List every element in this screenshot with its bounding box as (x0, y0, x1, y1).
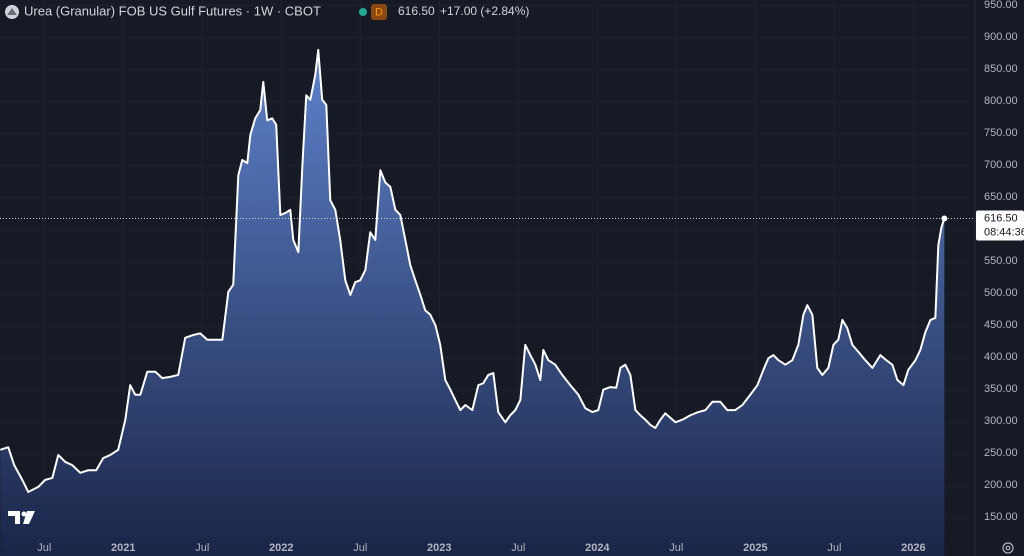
y-tick-label: 450.00 (984, 319, 1018, 331)
logo-part (23, 511, 35, 524)
countdown-label: 08:44:36 (984, 226, 1024, 238)
y-tick-label: 500.00 (984, 287, 1018, 299)
y-tick-label: 850.00 (984, 63, 1018, 75)
settings-ring (1002, 542, 1014, 554)
x-tick-label: Jul (37, 542, 51, 554)
x-tick-label: 2022 (269, 542, 293, 554)
x-tick-label: 2021 (111, 542, 135, 554)
badge-box (371, 4, 387, 20)
x-tick-label: Jul (827, 542, 841, 554)
y-tick-label: 900.00 (984, 31, 1018, 43)
y-tick-label: 650.00 (984, 191, 1018, 203)
y-tick-label: 300.00 (984, 415, 1018, 427)
badge: D (375, 6, 383, 18)
y-tick-label: 550.00 (984, 255, 1018, 267)
y-tick-label: 350.00 (984, 383, 1018, 395)
chart-title: Urea (Granular) FOB US Gulf Futures · 1W… (24, 3, 321, 18)
logo-part (21, 511, 27, 517)
y-tick-label: 700.00 (984, 159, 1018, 171)
x-tick-label: Jul (511, 542, 525, 554)
y-tick-label: 400.00 (984, 351, 1018, 363)
y-tick-label: 150.00 (984, 511, 1018, 523)
symbol-icon-shape (7, 8, 17, 15)
price: 616.50 (398, 4, 435, 18)
tv-logo (8, 511, 35, 524)
settings-core (1005, 545, 1011, 551)
x-tick-label: Jul (353, 542, 367, 554)
y-tick-label: 750.00 (984, 127, 1018, 139)
y-tick-label: 800.00 (984, 95, 1018, 107)
y-tick-label: 250.00 (984, 447, 1018, 459)
plot (0, 48, 975, 556)
price-tag-label: 616.50 (984, 212, 1018, 224)
x-tick-label: Jul (195, 542, 209, 554)
x-tick-label: 2026 (901, 542, 925, 554)
x-tick-label: Jul (669, 542, 683, 554)
area-fill (0, 49, 945, 556)
x-tick-label: 2023 (427, 542, 451, 554)
settings-icon[interactable] (1002, 542, 1014, 554)
price-line (0, 48, 946, 494)
change: +17.00 (+2.84%) (440, 4, 529, 18)
x-tick-label: 2024 (585, 542, 610, 554)
axes: 150.00 200.00 250.00 300.00 350.00 400.00 450.… (37, 0, 1024, 554)
y-tick-label: 200.00 (984, 479, 1018, 491)
status-dot (359, 8, 367, 16)
y-tick-label: 950.00 (984, 0, 1018, 11)
last-point (941, 215, 948, 222)
price-tag (976, 210, 1024, 241)
x-tick-label: 2025 (743, 542, 767, 554)
logo-part (8, 511, 20, 524)
